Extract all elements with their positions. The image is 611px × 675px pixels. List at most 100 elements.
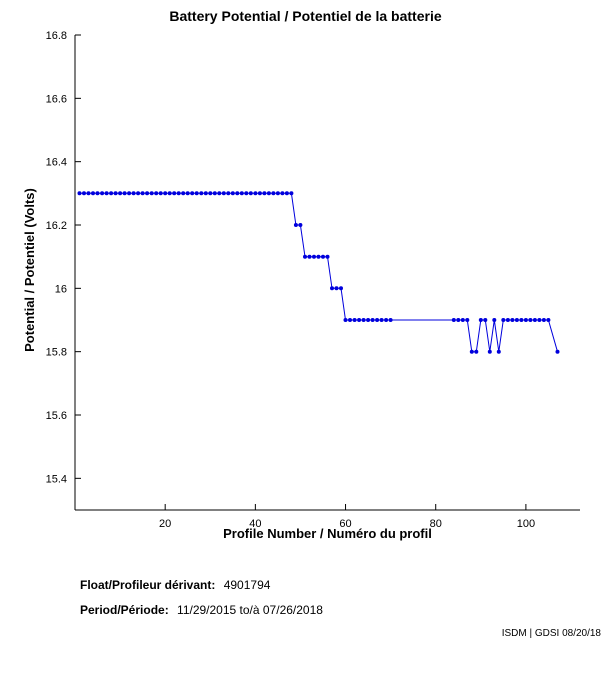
data-point <box>451 318 456 322</box>
data-point <box>348 318 352 322</box>
data-point <box>172 191 177 196</box>
data-point <box>379 318 384 322</box>
data-point <box>366 318 371 322</box>
float-label: Float/Profileur dérivant: <box>80 578 216 592</box>
data-point <box>185 191 190 196</box>
data-point <box>82 191 86 196</box>
data-point <box>514 318 519 322</box>
data-point <box>460 318 465 322</box>
data-point <box>298 223 303 227</box>
data-point <box>280 191 285 196</box>
data-point <box>230 191 235 196</box>
data-point <box>109 191 114 196</box>
x-axis-label: Profile Number / Numéro du profil <box>223 526 432 541</box>
data-point <box>483 318 488 322</box>
data-point <box>266 191 271 196</box>
data-point <box>375 318 380 322</box>
data-point <box>217 191 222 196</box>
data-point <box>487 349 492 354</box>
float-info-line: Float/Profileur dérivant: 4901794 <box>80 578 270 592</box>
data-point <box>321 254 325 259</box>
y-tick-label: 15.4 <box>46 473 67 485</box>
period-label: Period/Période: <box>80 603 169 617</box>
data-point <box>113 191 118 196</box>
data-point <box>131 191 136 196</box>
y-tick-label: 16.2 <box>46 220 67 232</box>
data-point <box>140 191 145 196</box>
data-point <box>275 191 280 196</box>
data-point <box>357 318 362 322</box>
data-point <box>510 318 515 322</box>
data-point <box>555 349 560 354</box>
x-tick-label: 80 <box>430 518 442 530</box>
data-point <box>226 191 231 196</box>
data-point <box>127 191 132 196</box>
data-point <box>519 318 524 322</box>
data-point <box>523 318 528 322</box>
data-point <box>478 318 483 322</box>
data-point <box>312 254 316 259</box>
data-point <box>289 191 294 196</box>
x-tick-label: 60 <box>339 518 351 530</box>
data-point <box>194 191 199 196</box>
data-point <box>244 191 249 196</box>
data-point <box>122 191 127 196</box>
data-point <box>86 191 91 196</box>
data-point <box>77 191 82 196</box>
plot-area: 15.4 15.6 15.8 16 16.2 16.4 16.6 16.8 20 40 60 80 10… <box>46 30 580 530</box>
data-line <box>79 192 558 353</box>
data-point <box>149 191 154 196</box>
data-point <box>91 191 95 196</box>
y-tick-label: 16.4 <box>46 157 67 169</box>
data-point <box>528 318 533 322</box>
data-point <box>190 191 195 196</box>
y-axis-label: Potential / Potentiel (Volts) <box>22 188 37 352</box>
data-point <box>496 349 501 354</box>
data-point <box>118 191 123 196</box>
data-point <box>100 191 105 196</box>
y-tick-label: 15.8 <box>46 347 67 359</box>
data-point <box>212 191 217 196</box>
x-tick-label: 40 <box>249 518 261 530</box>
data-point <box>239 191 244 196</box>
data-point <box>474 349 479 354</box>
data-point <box>257 191 262 196</box>
period-value: 11/29/2015 to/à 07/26/2018 <box>177 603 323 617</box>
data-point <box>235 191 240 196</box>
data-point <box>271 191 276 196</box>
data-point <box>532 318 537 322</box>
data-point <box>136 191 141 196</box>
data-point <box>361 318 366 322</box>
x-tick-label: 100 <box>517 518 535 530</box>
data-point <box>541 318 546 322</box>
data-point <box>293 223 298 227</box>
data-point <box>221 191 226 196</box>
data-point <box>330 286 334 291</box>
data-point <box>248 191 253 196</box>
data-point <box>388 318 393 322</box>
data-point <box>343 318 348 322</box>
data-point <box>145 191 150 196</box>
period-info-line: Period/Période: 11/29/2015 to/à 07/26/20… <box>80 603 323 617</box>
data-point <box>325 254 330 259</box>
data-point <box>163 191 168 196</box>
data-point <box>176 191 181 196</box>
data-point <box>492 318 497 322</box>
data-point <box>469 349 474 354</box>
data-point <box>316 254 321 259</box>
data-point <box>167 191 172 196</box>
chart-title: Battery Potential / Potentiel de la batt… <box>169 8 442 24</box>
y-tick-label: 15.6 <box>46 410 67 422</box>
data-point <box>203 191 208 196</box>
data-point <box>199 191 204 196</box>
x-tick-label: 20 <box>159 518 171 530</box>
data-point <box>339 286 343 291</box>
data-point <box>208 191 213 196</box>
data-point <box>253 191 258 196</box>
data-point <box>158 191 163 196</box>
data-point <box>334 286 339 291</box>
data-point <box>307 254 312 259</box>
data-point <box>284 191 289 196</box>
data-point <box>262 191 267 196</box>
data-point <box>505 318 510 322</box>
